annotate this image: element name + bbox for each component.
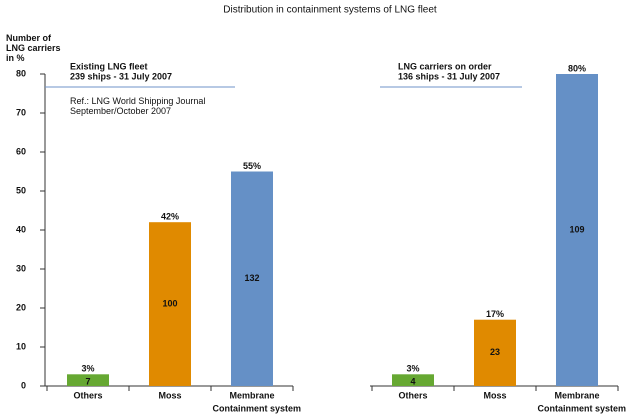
y-tick-label: 80 [16,68,26,78]
x-tick-label: Others [73,390,102,400]
x-tick-label: Membrane [229,390,274,400]
note: Ref.: LNG World Shipping Journal Septemb… [70,96,206,116]
x-tick-label: Membrane [554,390,599,400]
y-tick-label: 40 [16,224,26,234]
value-label: 42% [161,212,179,222]
ship-count: 100 [162,298,177,308]
bar [231,171,273,386]
panel-subtitle: 136 ships - 31 July 2007 [398,71,500,81]
panel-title: Existing LNG fleet [70,61,148,71]
y-tick-label: 70 [16,107,26,117]
value-label: 55% [243,161,261,171]
bar [392,374,434,386]
panel-subtitle: 239 ships - 31 July 2007 [70,71,172,81]
x-tick-label: Moss [158,390,181,400]
y-axis-label: Number of LNG carriers in % [6,33,61,63]
bar [474,319,516,386]
ship-count: 132 [244,273,259,283]
x-axis-label: Containment system [537,403,626,413]
ship-count: 4 [410,377,415,387]
chart-title: Distribution in containment systems of L… [223,5,437,16]
y-tick-label: 10 [16,341,26,351]
value-label: 80% [568,63,586,73]
x-tick-label: Others [398,390,427,400]
value-label: 3% [81,364,94,374]
ship-count: 109 [569,224,584,234]
bar [149,222,191,386]
y-tick-label: 30 [16,263,26,273]
value-label: 3% [406,364,419,374]
x-axis-label: Containment system [212,403,301,413]
value-label: 17% [486,309,504,319]
y-tick-label: 0 [21,380,26,390]
y-tick-label: 60 [16,146,26,156]
bar [556,74,598,386]
ship-count: 7 [85,377,90,387]
y-tick-label: 50 [16,185,26,195]
bar [67,374,109,386]
x-tick-label: Moss [483,390,506,400]
ship-count: 23 [490,347,500,357]
panel-title: LNG carriers on order [398,61,492,71]
y-tick-label: 20 [16,302,26,312]
